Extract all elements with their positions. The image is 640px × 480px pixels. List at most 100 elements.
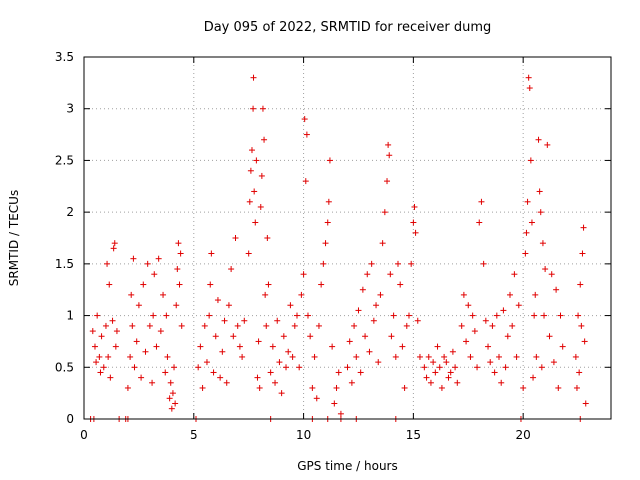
data-point xyxy=(485,343,492,350)
data-point xyxy=(423,374,430,381)
data-point xyxy=(257,203,264,210)
data-point xyxy=(370,317,377,324)
data-point xyxy=(104,260,111,267)
data-point xyxy=(432,369,439,376)
data-point xyxy=(169,390,176,397)
data-point xyxy=(267,369,274,376)
data-point xyxy=(546,333,553,340)
data-point xyxy=(311,353,318,360)
data-point xyxy=(164,353,171,360)
data-point xyxy=(160,291,167,298)
data-point xyxy=(542,266,549,273)
data-point xyxy=(434,343,441,350)
y-axis-label: SRMTID / TECUs xyxy=(7,190,21,286)
data-point xyxy=(298,291,305,298)
data-point xyxy=(436,364,443,371)
data-point xyxy=(259,105,266,112)
data-point xyxy=(278,390,285,397)
data-point xyxy=(405,312,412,319)
data-point xyxy=(525,74,532,81)
data-point xyxy=(496,353,503,360)
data-point xyxy=(399,343,406,350)
data-point xyxy=(228,266,235,273)
data-point xyxy=(359,286,366,293)
data-point xyxy=(157,328,164,335)
data-point xyxy=(100,364,107,371)
data-point xyxy=(348,379,355,386)
data-point xyxy=(387,271,394,278)
data-point xyxy=(102,322,109,329)
data-point xyxy=(502,364,509,371)
data-point xyxy=(504,333,511,340)
data-point xyxy=(318,281,325,288)
data-point xyxy=(509,322,516,329)
data-point xyxy=(375,359,382,366)
data-point xyxy=(430,359,437,366)
data-point xyxy=(250,74,257,81)
data-point xyxy=(280,333,287,340)
data-point xyxy=(515,302,522,309)
data-point xyxy=(458,322,465,329)
y-tick-label: 2.5 xyxy=(55,153,74,167)
data-point xyxy=(414,317,421,324)
data-point xyxy=(167,379,174,386)
data-point xyxy=(199,384,206,391)
data-point xyxy=(493,312,500,319)
data-point xyxy=(531,312,538,319)
data-points xyxy=(87,74,589,422)
data-point xyxy=(256,384,263,391)
data-point xyxy=(253,157,260,164)
data-point xyxy=(91,343,98,350)
data-point xyxy=(445,374,452,381)
data-point xyxy=(573,384,580,391)
data-point xyxy=(178,322,185,329)
data-point xyxy=(513,353,520,360)
y-tick-label: 1.5 xyxy=(55,257,74,271)
data-point xyxy=(559,343,566,350)
data-point xyxy=(506,291,513,298)
data-point xyxy=(214,297,221,304)
data-point xyxy=(129,322,136,329)
x-tick-label: 10 xyxy=(296,428,311,442)
data-point xyxy=(269,343,276,350)
data-point xyxy=(403,322,410,329)
data-point xyxy=(362,333,369,340)
data-point xyxy=(491,369,498,376)
data-point xyxy=(210,369,217,376)
data-point xyxy=(580,224,587,231)
data-point xyxy=(511,271,518,278)
data-point xyxy=(247,167,254,174)
data-point xyxy=(151,271,158,278)
data-point xyxy=(172,400,179,407)
data-point xyxy=(478,198,485,205)
data-point xyxy=(223,379,230,386)
data-point xyxy=(110,245,117,252)
data-point xyxy=(411,203,418,210)
data-point xyxy=(107,374,114,381)
data-point xyxy=(261,136,268,143)
data-point xyxy=(293,312,300,319)
data-point xyxy=(303,131,310,138)
data-point xyxy=(246,198,253,205)
data-point xyxy=(124,384,131,391)
data-point xyxy=(575,312,582,319)
data-point xyxy=(283,364,290,371)
data-point xyxy=(307,333,314,340)
data-point xyxy=(408,260,415,267)
data-point xyxy=(195,364,202,371)
data-point xyxy=(322,240,329,247)
data-point xyxy=(301,116,308,123)
data-point xyxy=(410,219,417,226)
data-point xyxy=(572,353,579,360)
y-tick-label: 0.5 xyxy=(55,360,74,374)
data-point xyxy=(390,312,397,319)
data-point xyxy=(274,317,281,324)
data-point xyxy=(302,178,309,185)
data-point xyxy=(523,229,530,236)
data-point xyxy=(232,235,239,241)
data-point xyxy=(98,333,105,340)
data-point xyxy=(313,395,320,402)
data-point xyxy=(331,400,338,407)
data-point xyxy=(527,157,534,164)
